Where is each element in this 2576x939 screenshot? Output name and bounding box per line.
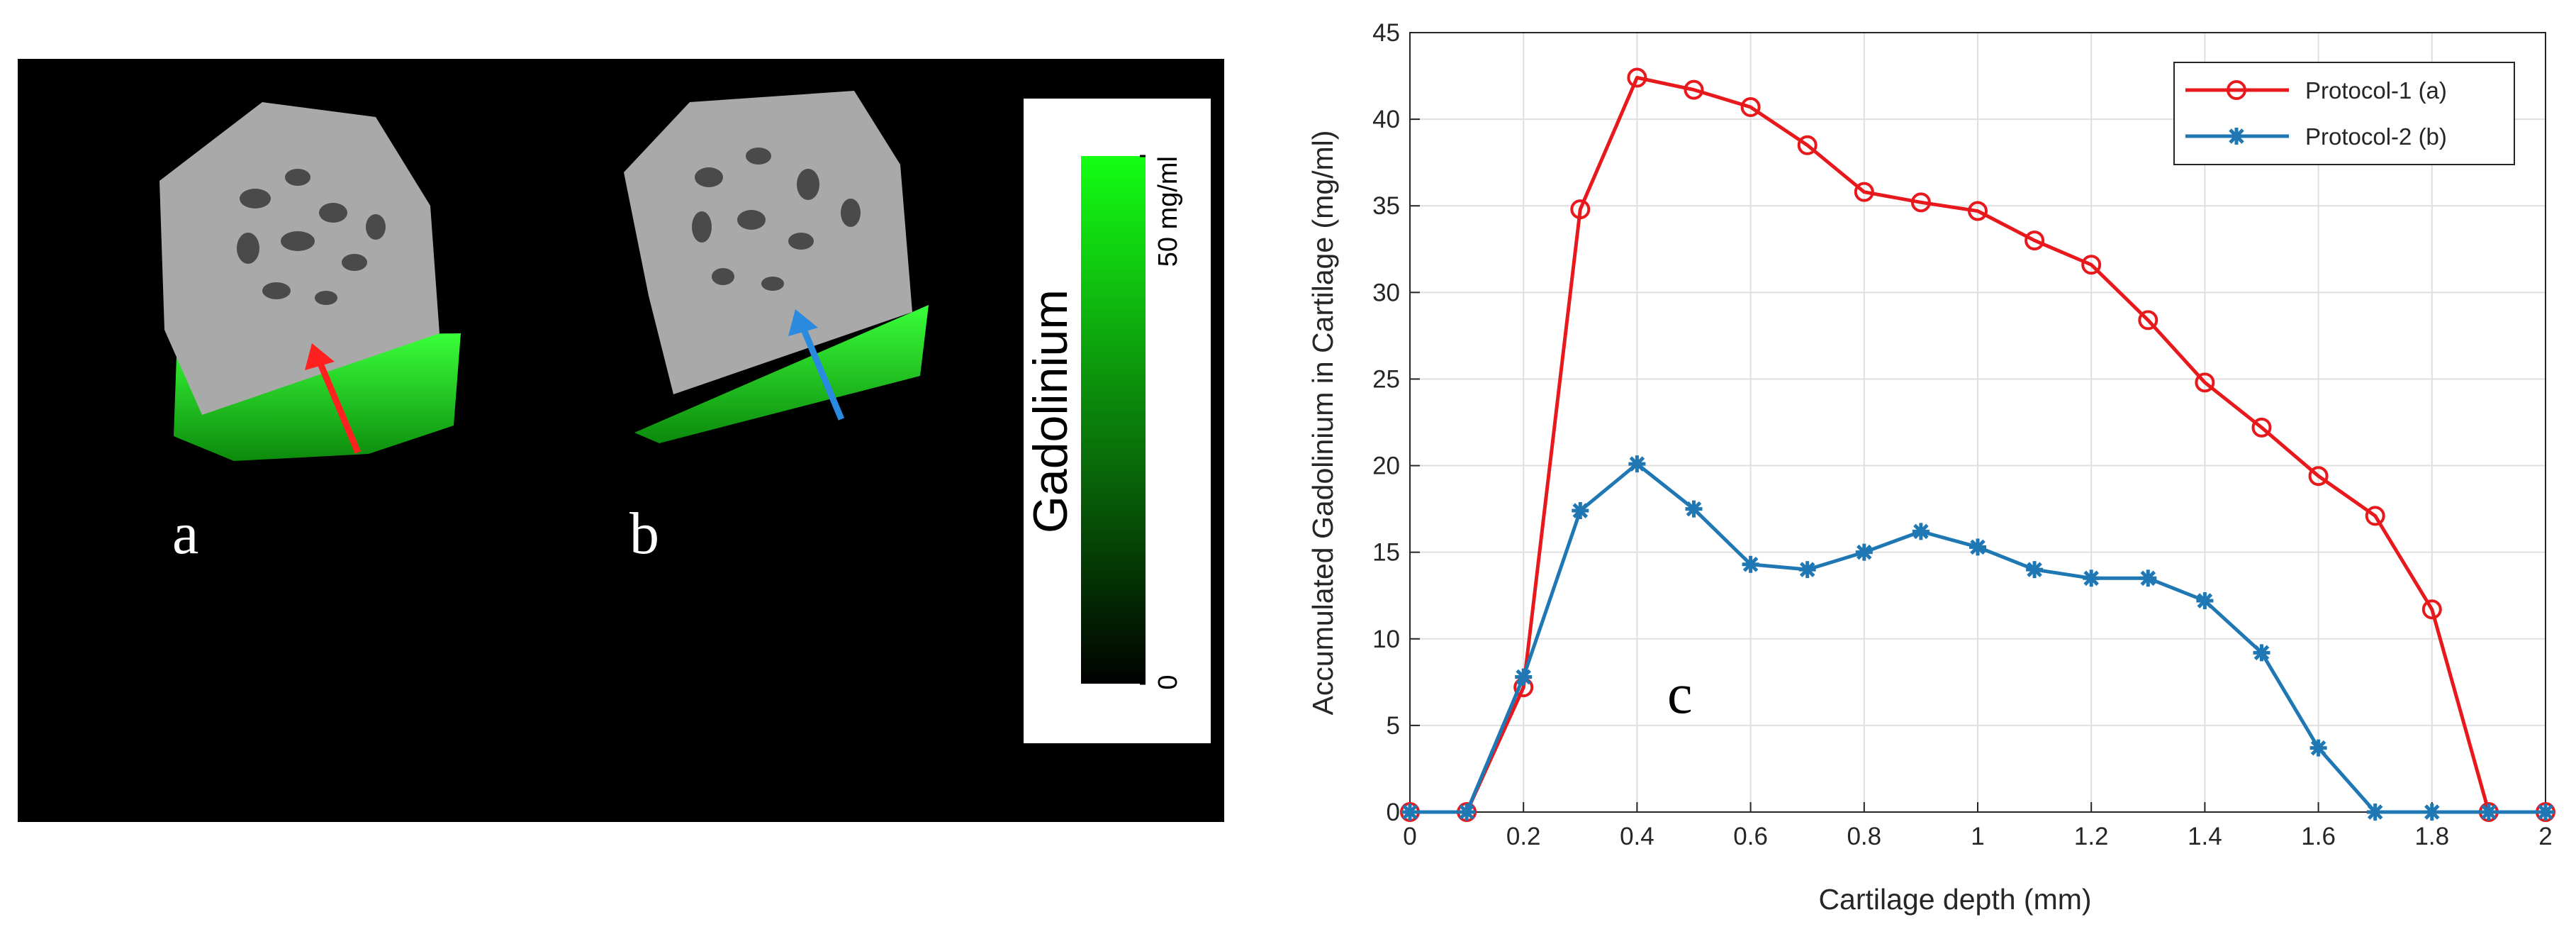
x-tick-label: 1.8 (2414, 823, 2449, 850)
colorbar-tick-label: 50 mg/ml (1153, 156, 1183, 267)
pores-b (692, 148, 861, 291)
data-point (1515, 668, 1533, 686)
data-point (1458, 804, 1476, 821)
data-point (2423, 804, 2441, 821)
x-tick-label: 0.4 (1620, 823, 1654, 850)
legend-label: Protocol-1 (a) (2305, 77, 2447, 104)
arrow-a-head (305, 343, 335, 370)
x-tick-label: 2 (2538, 823, 2552, 850)
data-point (2308, 466, 2329, 487)
data-point (1968, 201, 1988, 221)
y-tick-label: 30 (1372, 279, 1400, 306)
data-point (2139, 569, 2157, 587)
data-point (2081, 255, 2102, 275)
colorbar (1081, 156, 1146, 684)
data-point (2480, 804, 2497, 821)
data-point (1854, 182, 1874, 202)
y-tick-label: 20 (1372, 452, 1400, 480)
legend-marker (2228, 128, 2245, 145)
data-point (2025, 230, 2045, 251)
y-axis-label: Accumulated Gadolinium in Cartilage (mg/… (1306, 130, 1339, 716)
y-tick-label: 10 (1372, 626, 1400, 653)
data-point (1570, 199, 1591, 220)
panel-label: c (1667, 663, 1693, 726)
legend-box (2173, 62, 2515, 165)
data-point (2366, 804, 2384, 821)
data-point (1797, 135, 1818, 155)
data-point (1572, 502, 1589, 520)
y-tick-label: 0 (1387, 799, 1400, 826)
x-tick-label: 1.2 (2074, 823, 2109, 850)
data-point (1855, 543, 1873, 561)
y-tick-label: 15 (1372, 539, 1400, 567)
data-point (1684, 79, 1704, 100)
legend-marker (2227, 80, 2246, 100)
x-tick-label: 1.6 (2301, 823, 2336, 850)
data-point (1742, 555, 1759, 573)
legend-label: Protocol-2 (b) (2305, 123, 2447, 150)
y-tick-label: 35 (1372, 192, 1400, 220)
cartilage-b (634, 305, 929, 443)
data-point (2421, 599, 2442, 620)
data-point (2083, 569, 2100, 587)
data-point (1910, 192, 1931, 213)
specimen-a (159, 102, 439, 415)
specimen-b (624, 91, 912, 394)
data-point (1912, 523, 1930, 540)
y-tick-label: 40 (1372, 106, 1400, 133)
x-tick-label: 1.4 (2188, 823, 2222, 850)
x-tick-label: 0.8 (1847, 823, 1881, 850)
data-point (1685, 500, 1703, 518)
colorbar-tick-label: 0 (1153, 674, 1183, 689)
panel-label: a (172, 501, 198, 567)
data-point (2195, 372, 2215, 393)
axes-box (1409, 32, 2546, 813)
x-tick-label: 0.2 (1506, 823, 1541, 850)
x-axis-label: Cartilage depth (mm) (1818, 883, 2091, 916)
x-tick-label: 1 (1971, 823, 1984, 850)
data-point (1627, 67, 1647, 88)
data-point (2138, 310, 2158, 330)
arrow-a (315, 359, 362, 454)
chart: 0 0.2 0.4 0.6 0.8 1 1.2 1.4 1.6 1.8 20510152025303… (1306, 19, 2555, 916)
x-tick-label: 0 (1403, 823, 1416, 850)
data-point (2196, 592, 2214, 610)
data-point (2365, 506, 2385, 526)
data-point (1798, 561, 1816, 579)
data-point (2251, 417, 2272, 438)
arrow-b-head (788, 309, 818, 336)
panel-label: b (629, 501, 659, 567)
y-tick-label: 45 (1372, 19, 1400, 47)
data-point (2537, 804, 2554, 821)
colorbar-title: Gadolinium (1024, 289, 1077, 533)
data-point (2253, 644, 2270, 662)
data-point (2026, 561, 2044, 579)
data-point (1969, 538, 1986, 556)
image-panel: a b Gadolinium (18, 59, 1224, 822)
data-point (1740, 97, 1761, 118)
x-tick-label: 0.6 (1733, 823, 1768, 850)
y-tick-label: 25 (1372, 365, 1400, 393)
data-point (1401, 804, 1418, 821)
pores-a (237, 169, 386, 305)
data-point (2309, 739, 2327, 757)
arrow-b (799, 325, 845, 421)
y-tick-label: 5 (1387, 712, 1400, 740)
data-point (1628, 455, 1646, 473)
series-line (1410, 75, 2546, 814)
